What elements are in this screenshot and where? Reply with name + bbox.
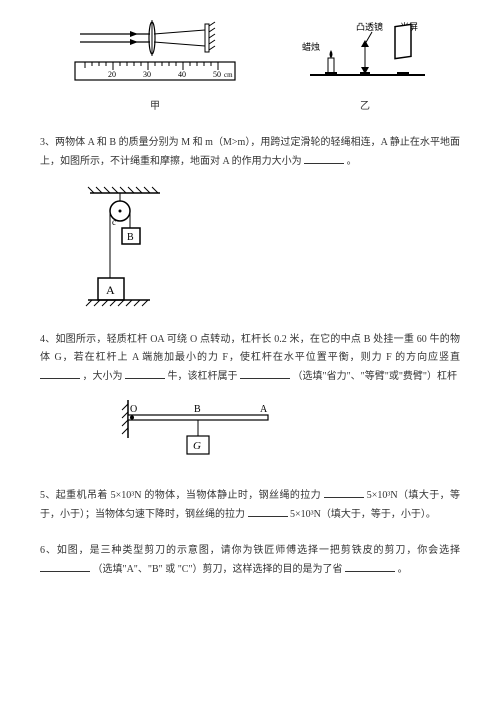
optics-diagram-jia: 20 30 40 50 cm xyxy=(70,20,240,90)
q4-diagram: O B A G xyxy=(110,398,460,468)
q6-blank-1 xyxy=(40,560,90,572)
question-6: 6、如图，是三种类型剪刀的示意图，请你为铁匠师傅选择一把剪铁皮的剪刀，你会选择 … xyxy=(40,542,460,579)
svg-text:蜡烛: 蜡烛 xyxy=(302,41,320,52)
label-jia: 甲 xyxy=(150,98,160,116)
figure-yi: 凸透镜 光屏 蜡烛 乙 xyxy=(300,20,430,116)
q3-diagram: c B A xyxy=(80,183,460,313)
tick-50: 50 xyxy=(213,70,221,79)
svg-text:O: O xyxy=(130,404,137,415)
q5-blank-1 xyxy=(324,486,364,498)
unit-cm: cm xyxy=(224,71,233,79)
svg-text:A: A xyxy=(106,283,115,297)
svg-text:凸透镜: 凸透镜 xyxy=(356,21,383,32)
svg-text:c: c xyxy=(112,217,116,227)
q4-blank-2 xyxy=(125,367,165,379)
q4-blank-1 xyxy=(40,367,80,379)
question-3: 3、两物体 A 和 B 的质量分别为 M 和 m（M>m），用跨过定滑轮的轻绳相… xyxy=(40,134,460,171)
svg-text:G: G xyxy=(193,440,201,452)
svg-text:B: B xyxy=(127,232,134,243)
figure-row-1: 20 30 40 50 cm 甲 凸透镜 光屏 蜡烛 xyxy=(40,20,460,116)
q4-blank-3 xyxy=(240,367,290,379)
q5-blank-2 xyxy=(248,505,288,517)
svg-text:A: A xyxy=(260,404,268,415)
tick-20: 20 xyxy=(108,70,116,79)
tick-30: 30 xyxy=(143,70,151,79)
label-yi: 乙 xyxy=(360,98,370,116)
q3-text: 3、两物体 A 和 B 的质量分别为 M 和 m（M>m），用跨过定滑轮的轻绳相… xyxy=(40,137,460,167)
optics-diagram-yi: 凸透镜 光屏 蜡烛 xyxy=(300,20,430,90)
question-4: 4、如图所示，轻质杠杆 OA 可绕 O 点转动，杠杆长 0.2 米，在它的中点 … xyxy=(40,331,460,386)
q6-blank-2 xyxy=(345,560,395,572)
question-5: 5、起重机吊着 5×10³N 的物体，当物体静止时，钢丝绳的拉力 5×10³N（… xyxy=(40,486,460,524)
tick-40: 40 xyxy=(178,70,186,79)
svg-text:B: B xyxy=(194,404,201,415)
figure-jia: 20 30 40 50 cm 甲 xyxy=(70,20,240,116)
q3-blank xyxy=(304,152,344,164)
